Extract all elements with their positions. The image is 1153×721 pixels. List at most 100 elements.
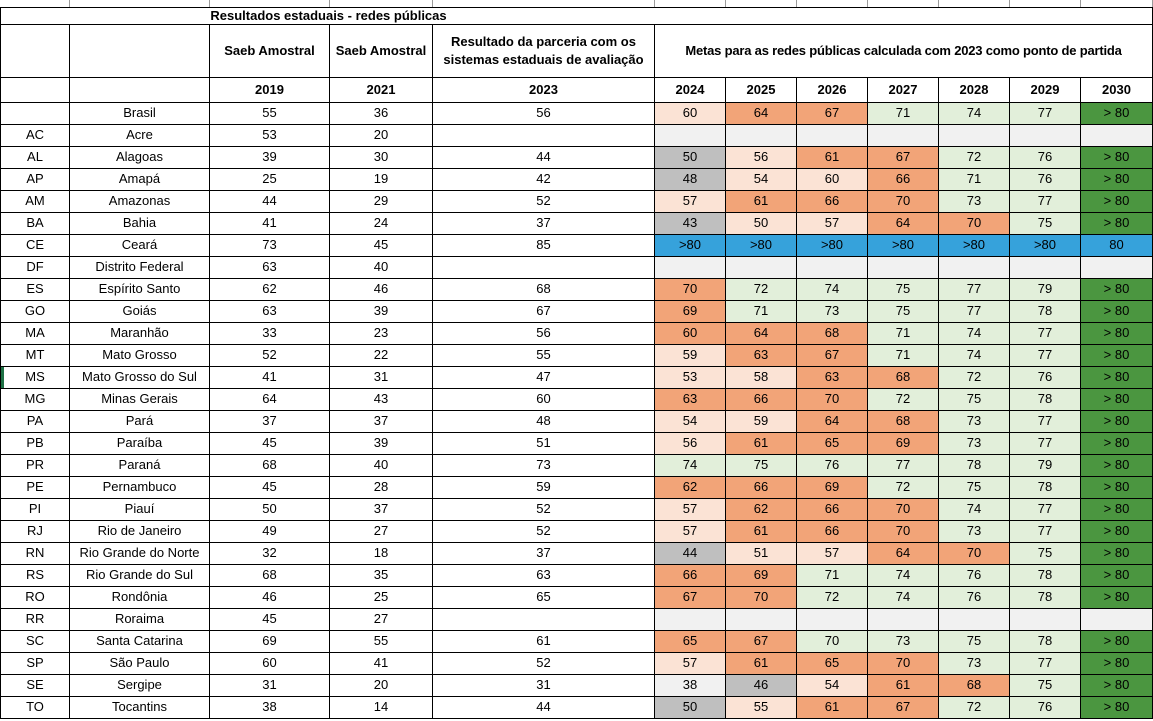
cell-meta-2025[interactable]: 55 xyxy=(726,697,797,719)
cell-result-2023[interactable]: 65 xyxy=(433,587,655,609)
cell-meta-2027[interactable]: 75 xyxy=(868,279,939,301)
cell-meta-2028[interactable]: 70 xyxy=(939,543,1010,565)
cell-saeb-2019[interactable]: 31 xyxy=(210,675,330,697)
cell-saeb-2019[interactable]: 68 xyxy=(210,565,330,587)
cell-meta-2027[interactable]: 61 xyxy=(868,675,939,697)
cell-meta-2027[interactable]: 74 xyxy=(868,587,939,609)
cell-uf-code[interactable]: RN xyxy=(0,543,70,565)
cell-saeb-2019[interactable]: 41 xyxy=(210,367,330,389)
cell-meta-2030[interactable]: > 80 xyxy=(1081,455,1153,477)
cell-meta-2030[interactable]: > 80 xyxy=(1081,411,1153,433)
cell-meta-2028[interactable]: 78 xyxy=(939,455,1010,477)
cell-meta-2027[interactable]: 68 xyxy=(868,367,939,389)
cell-uf-code[interactable]: MA xyxy=(0,323,70,345)
cell-meta-2027[interactable]: 64 xyxy=(868,213,939,235)
cell-result-2023[interactable]: 37 xyxy=(433,213,655,235)
cell-state-name[interactable]: Rio Grande do Sul xyxy=(70,565,210,587)
cell-meta-2026[interactable]: 67 xyxy=(797,345,868,367)
cell-saeb-2021[interactable]: 19 xyxy=(330,169,433,191)
cell-meta-2024[interactable]: 38 xyxy=(655,675,726,697)
cell-meta-2029[interactable]: 75 xyxy=(1010,213,1081,235)
cell-meta-2029[interactable]: 77 xyxy=(1010,653,1081,675)
cell-meta-2024[interactable]: 48 xyxy=(655,169,726,191)
year-header-2028[interactable]: 2028 xyxy=(939,78,1010,103)
cell-saeb-2019[interactable]: 33 xyxy=(210,323,330,345)
cell-uf-code[interactable]: MG xyxy=(0,389,70,411)
cell-meta-2029[interactable]: 78 xyxy=(1010,587,1081,609)
cell-meta-2026[interactable]: 66 xyxy=(797,499,868,521)
cell-meta-2026[interactable]: 54 xyxy=(797,675,868,697)
cell-saeb-2019[interactable]: 32 xyxy=(210,543,330,565)
cell-meta-2030[interactable]: > 80 xyxy=(1081,323,1153,345)
cell-meta-2029[interactable]: 77 xyxy=(1010,103,1081,125)
cell-meta-2029[interactable]: 76 xyxy=(1010,147,1081,169)
cell-meta-2026[interactable]: 60 xyxy=(797,169,868,191)
cell-saeb-2021[interactable]: 31 xyxy=(330,367,433,389)
cell-saeb-2021[interactable]: 40 xyxy=(330,455,433,477)
cell-state-name[interactable]: Goiás xyxy=(70,301,210,323)
cell-state-name[interactable]: Ceará xyxy=(70,235,210,257)
header-blank-uf[interactable] xyxy=(0,25,70,78)
cell-meta-2026[interactable]: 74 xyxy=(797,279,868,301)
cell-meta-2028[interactable]: 74 xyxy=(939,345,1010,367)
cell-meta-2030[interactable]: > 80 xyxy=(1081,279,1153,301)
cell-meta-2028[interactable]: 77 xyxy=(939,301,1010,323)
cell-result-2023[interactable]: 63 xyxy=(433,565,655,587)
cell-meta-2028[interactable]: 71 xyxy=(939,169,1010,191)
cell-saeb-2019[interactable]: 45 xyxy=(210,609,330,631)
cell-meta-2030[interactable]: > 80 xyxy=(1081,565,1153,587)
cell-meta-2026[interactable]: 61 xyxy=(797,147,868,169)
cell-state-name[interactable]: Distrito Federal xyxy=(70,257,210,279)
cell-meta-2028[interactable] xyxy=(939,125,1010,147)
cell-meta-2025[interactable]: 61 xyxy=(726,433,797,455)
cell-meta-2024[interactable]: 50 xyxy=(655,697,726,719)
cell-meta-2028[interactable]: 72 xyxy=(939,147,1010,169)
cell-meta-2025[interactable]: 61 xyxy=(726,653,797,675)
cell-meta-2024[interactable] xyxy=(655,609,726,631)
cell-uf-code[interactable]: PE xyxy=(0,477,70,499)
cell-meta-2025[interactable]: 61 xyxy=(726,191,797,213)
header-parceria-2023[interactable]: Resultado da parceria com os sistemas es… xyxy=(433,25,655,78)
cell-meta-2025[interactable]: 54 xyxy=(726,169,797,191)
cell-meta-2028[interactable]: 76 xyxy=(939,565,1010,587)
year-header-2026[interactable]: 2026 xyxy=(797,78,868,103)
cell-meta-2024[interactable]: 62 xyxy=(655,477,726,499)
cell-saeb-2021[interactable]: 39 xyxy=(330,433,433,455)
cell-state-name[interactable]: Piauí xyxy=(70,499,210,521)
cell-meta-2028[interactable]: 75 xyxy=(939,389,1010,411)
cell-saeb-2019[interactable]: 52 xyxy=(210,345,330,367)
cell-meta-2030[interactable]: > 80 xyxy=(1081,587,1153,609)
cell-result-2023[interactable]: 55 xyxy=(433,345,655,367)
cell-meta-2028[interactable]: 73 xyxy=(939,653,1010,675)
cell-meta-2027[interactable]: 68 xyxy=(868,411,939,433)
cell-state-name[interactable]: Pernambuco xyxy=(70,477,210,499)
cell-meta-2029[interactable]: 77 xyxy=(1010,323,1081,345)
cell-saeb-2021[interactable]: 55 xyxy=(330,631,433,653)
cell-meta-2029[interactable]: 77 xyxy=(1010,521,1081,543)
cell-meta-2026[interactable]: 67 xyxy=(797,103,868,125)
cell-saeb-2019[interactable]: 44 xyxy=(210,191,330,213)
cell-result-2023[interactable]: 67 xyxy=(433,301,655,323)
cell-meta-2024[interactable]: 63 xyxy=(655,389,726,411)
cell-meta-2026[interactable]: 70 xyxy=(797,631,868,653)
cell-meta-2025[interactable]: 66 xyxy=(726,389,797,411)
cell-meta-2030[interactable]: > 80 xyxy=(1081,697,1153,719)
cell-meta-2026[interactable]: 71 xyxy=(797,565,868,587)
cell-state-name[interactable]: Bahia xyxy=(70,213,210,235)
cell-meta-2030[interactable]: > 80 xyxy=(1081,499,1153,521)
cell-meta-2026[interactable]: 68 xyxy=(797,323,868,345)
cell-saeb-2019[interactable]: 55 xyxy=(210,103,330,125)
cell-meta-2028[interactable]: 68 xyxy=(939,675,1010,697)
cell-saeb-2019[interactable]: 53 xyxy=(210,125,330,147)
cell-uf-code[interactable]: RS xyxy=(0,565,70,587)
cell-uf-code[interactable]: SC xyxy=(0,631,70,653)
cell-result-2023[interactable]: 51 xyxy=(433,433,655,455)
cell-meta-2028[interactable]: >80 xyxy=(939,235,1010,257)
cell-meta-2028[interactable]: 75 xyxy=(939,477,1010,499)
cell-meta-2025[interactable]: 50 xyxy=(726,213,797,235)
cell-meta-2030[interactable]: > 80 xyxy=(1081,147,1153,169)
cell-meta-2028[interactable]: 76 xyxy=(939,587,1010,609)
cell-saeb-2021[interactable]: 41 xyxy=(330,653,433,675)
cell-meta-2025[interactable]: 70 xyxy=(726,587,797,609)
cell-result-2023[interactable]: 56 xyxy=(433,103,655,125)
